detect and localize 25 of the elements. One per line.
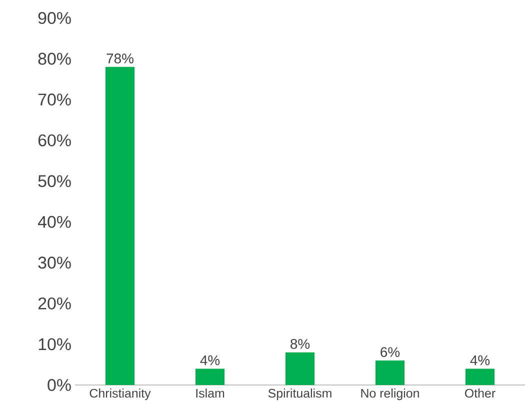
y-tick-label: 30% bbox=[38, 256, 71, 269]
x-tick-label: Islam bbox=[196, 388, 224, 398]
bar bbox=[286, 352, 315, 385]
x-tick-label: No religion bbox=[361, 388, 419, 400]
y-tick-label: 90% bbox=[38, 12, 71, 24]
bar bbox=[106, 66, 135, 385]
bar bbox=[466, 368, 495, 385]
y-tick-label: 10% bbox=[38, 338, 71, 350]
y-tick-label: 20% bbox=[38, 297, 71, 310]
x-tick-label: Christianity bbox=[90, 388, 151, 400]
data-label: 78% bbox=[106, 54, 134, 64]
y-tick-label: 80% bbox=[38, 52, 71, 65]
y-tick-label: 0% bbox=[48, 379, 71, 391]
bar bbox=[376, 360, 405, 385]
y-tick-label: 40% bbox=[38, 216, 71, 228]
y-tick-label: 50% bbox=[38, 175, 71, 188]
data-label: 8% bbox=[290, 338, 310, 349]
data-label: 4% bbox=[200, 355, 220, 366]
data-label: 6% bbox=[380, 347, 400, 358]
y-tick-label: 60% bbox=[38, 134, 71, 146]
x-tick-label: Other bbox=[465, 388, 496, 398]
y-tick-label: 70% bbox=[38, 94, 71, 106]
bar bbox=[196, 368, 225, 385]
x-tick-label: Spiritualism bbox=[268, 388, 332, 400]
data-label: 4% bbox=[470, 355, 490, 366]
